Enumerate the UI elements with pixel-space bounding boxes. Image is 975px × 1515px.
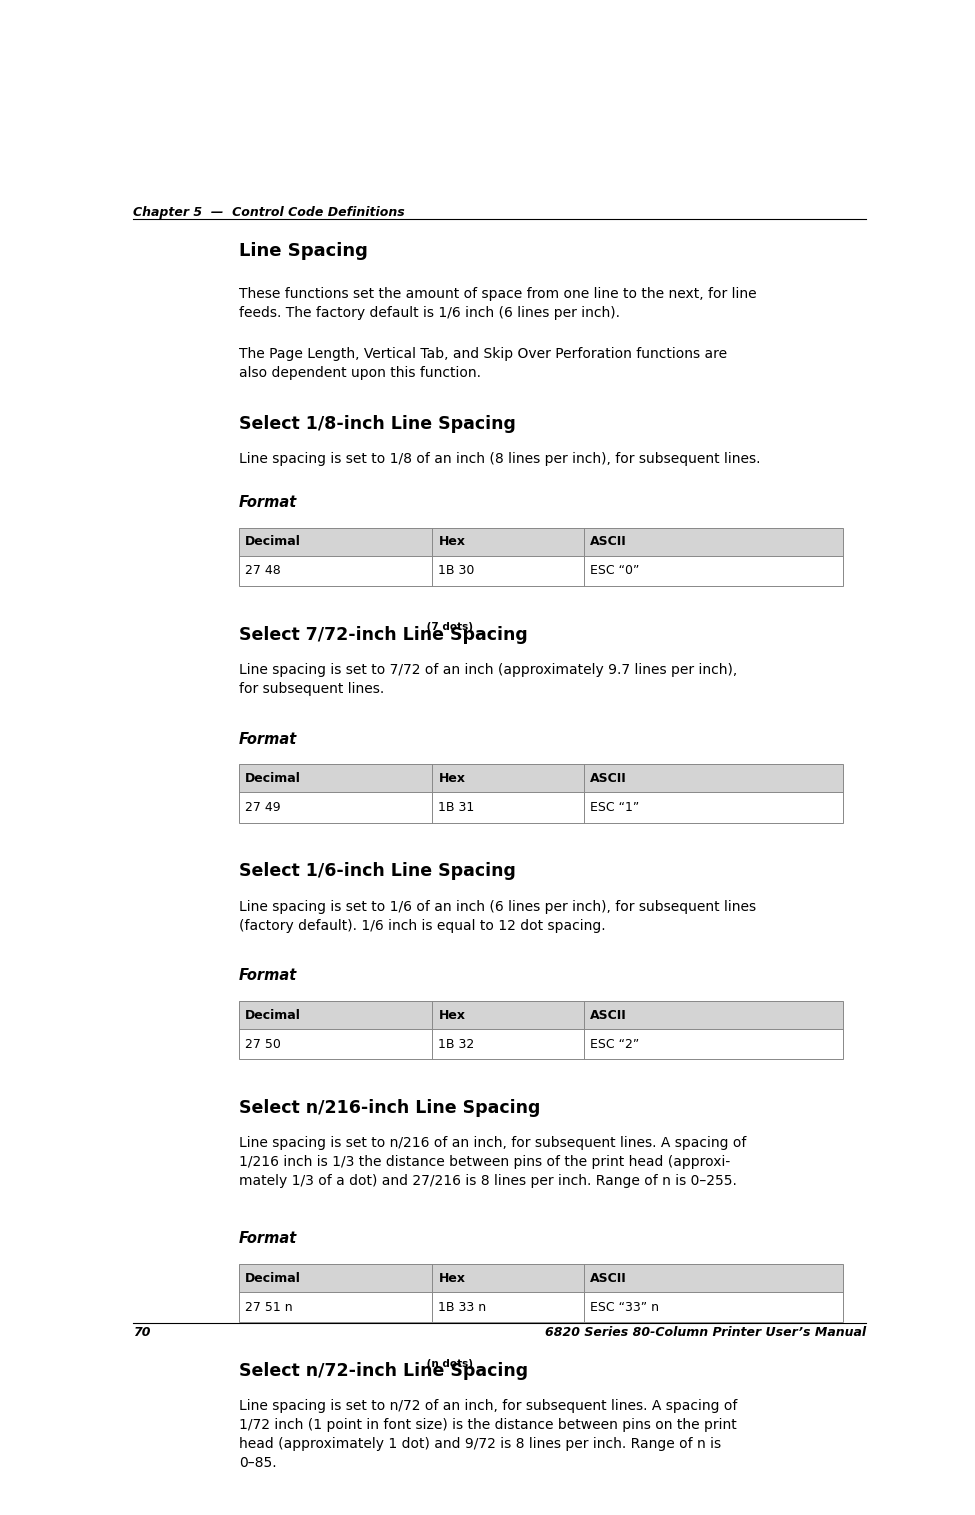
Text: 27 49: 27 49 (245, 801, 281, 814)
Text: Format: Format (239, 1232, 297, 1247)
Text: Decimal: Decimal (245, 1009, 301, 1021)
Text: 1B 33 n: 1B 33 n (439, 1301, 487, 1314)
Text: Line spacing is set to n/216 of an inch, for subsequent lines. A spacing of
1/21: Line spacing is set to n/216 of an inch,… (239, 1136, 747, 1188)
Text: ESC “33” n: ESC “33” n (590, 1301, 658, 1314)
Text: Line Spacing: Line Spacing (239, 242, 368, 261)
Text: (n dots): (n dots) (423, 1359, 473, 1368)
Text: ASCII: ASCII (590, 1009, 626, 1021)
Text: Select 1/6-inch Line Spacing: Select 1/6-inch Line Spacing (239, 862, 516, 880)
Bar (239, 765, 843, 823)
Text: ESC “1”: ESC “1” (590, 801, 639, 814)
Text: Chapter 5  —  Control Code Definitions: Chapter 5 — Control Code Definitions (134, 206, 405, 220)
Text: Decimal: Decimal (245, 1271, 301, 1285)
Text: Decimal: Decimal (245, 535, 301, 548)
Text: Select 7/72-inch Line Spacing: Select 7/72-inch Line Spacing (239, 626, 527, 644)
Text: (7 dots): (7 dots) (423, 623, 473, 632)
Text: Select n/72-inch Line Spacing: Select n/72-inch Line Spacing (239, 1362, 528, 1380)
Text: These functions set the amount of space from one line to the next, for line
feed: These functions set the amount of space … (239, 286, 757, 320)
Text: Hex: Hex (439, 1009, 465, 1021)
Bar (239, 765, 843, 792)
Text: Line spacing is set to n/72 of an inch, for subsequent lines. A spacing of
1/72 : Line spacing is set to n/72 of an inch, … (239, 1400, 737, 1470)
Text: 6820 Series 80-Column Printer User’s Manual: 6820 Series 80-Column Printer User’s Man… (545, 1326, 866, 1339)
Text: Hex: Hex (439, 773, 465, 785)
Bar (239, 1264, 843, 1323)
Text: 27 48: 27 48 (245, 564, 281, 577)
Text: 27 50: 27 50 (245, 1038, 281, 1051)
Text: ESC “2”: ESC “2” (590, 1038, 639, 1051)
Bar (239, 527, 843, 586)
Text: Line spacing is set to 7/72 of an inch (approximately 9.7 lines per inch),
for s: Line spacing is set to 7/72 of an inch (… (239, 664, 737, 695)
Text: Decimal: Decimal (245, 773, 301, 785)
Text: Hex: Hex (439, 1271, 465, 1285)
Text: ASCII: ASCII (590, 773, 626, 785)
Text: Hex: Hex (439, 535, 465, 548)
Text: Select 1/8-inch Line Spacing: Select 1/8-inch Line Spacing (239, 415, 516, 433)
Text: 1B 30: 1B 30 (439, 564, 475, 577)
Text: ASCII: ASCII (590, 1271, 626, 1285)
Text: ASCII: ASCII (590, 535, 626, 548)
Text: ESC “0”: ESC “0” (590, 564, 639, 577)
Text: Format: Format (239, 732, 297, 747)
Text: 1B 31: 1B 31 (439, 801, 475, 814)
Text: 27 51 n: 27 51 n (245, 1301, 292, 1314)
Text: Line spacing is set to 1/6 of an inch (6 lines per inch), for subsequent lines
(: Line spacing is set to 1/6 of an inch (6… (239, 900, 757, 933)
Text: Format: Format (239, 495, 297, 511)
Bar (239, 1001, 843, 1029)
Text: Select n/216-inch Line Spacing: Select n/216-inch Line Spacing (239, 1100, 540, 1117)
Text: Line spacing is set to 1/8 of an inch (8 lines per inch), for subsequent lines.: Line spacing is set to 1/8 of an inch (8… (239, 453, 760, 467)
Bar (239, 1264, 843, 1292)
Bar (239, 1001, 843, 1059)
Bar (239, 527, 843, 556)
Text: Format: Format (239, 968, 297, 983)
Text: The Page Length, Vertical Tab, and Skip Over Perforation functions are
also depe: The Page Length, Vertical Tab, and Skip … (239, 347, 727, 380)
Text: 70: 70 (134, 1326, 151, 1339)
Text: 1B 32: 1B 32 (439, 1038, 475, 1051)
